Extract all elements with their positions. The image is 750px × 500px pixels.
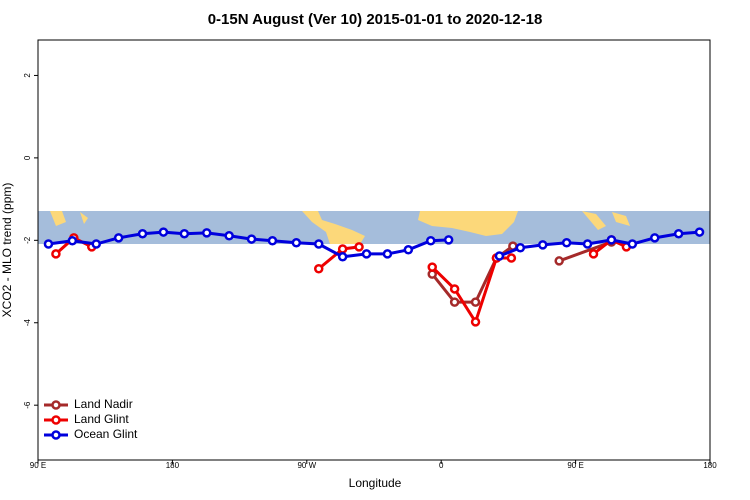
point <box>470 297 481 307</box>
point <box>158 227 169 237</box>
point <box>201 228 212 238</box>
point <box>67 235 78 246</box>
point <box>506 253 517 263</box>
point <box>554 256 564 266</box>
land <box>418 211 518 236</box>
point <box>337 252 348 262</box>
point <box>427 262 437 272</box>
point <box>443 235 454 245</box>
chart-title: 0-15N August (Ver 10) 2015-01-01 to 2020… <box>208 11 543 28</box>
y-tick-label: -6 <box>23 401 32 409</box>
point <box>588 249 599 259</box>
x-tick-label: 180 <box>166 461 180 470</box>
x-tick-label: 90 E <box>567 461 583 470</box>
x-tick-label: 90 W <box>297 461 316 470</box>
point <box>449 284 460 294</box>
legend-marker <box>51 430 61 440</box>
x-tick-label: 0 <box>439 461 444 470</box>
y-axis-label: XCO2 - MLO trend (ppm) <box>0 183 14 318</box>
point <box>179 228 190 239</box>
legend-label: Land Glint <box>74 412 129 426</box>
y-tick-label: 0 <box>23 155 32 160</box>
point <box>494 251 505 261</box>
point <box>137 228 148 239</box>
point <box>337 244 348 254</box>
point <box>515 242 526 253</box>
plot-frame <box>37 39 711 461</box>
land <box>302 211 365 244</box>
point <box>313 264 324 274</box>
point <box>246 234 257 244</box>
point <box>43 239 54 249</box>
point <box>313 239 324 249</box>
x-axis-label: Longitude <box>349 476 402 490</box>
point <box>470 317 481 327</box>
point <box>224 231 234 241</box>
legend-label: Ocean Glint <box>74 427 138 441</box>
series-line <box>498 230 700 258</box>
x-tick-label: 90 E <box>30 461 46 470</box>
legend-marker <box>51 400 61 410</box>
point <box>382 249 393 259</box>
point <box>113 233 124 243</box>
legend-marker <box>51 415 61 425</box>
point <box>582 239 593 249</box>
y-tick-label: 2 <box>23 73 32 78</box>
point <box>537 240 548 250</box>
point <box>354 242 364 252</box>
point <box>425 235 436 246</box>
point <box>267 235 278 246</box>
point <box>649 233 660 243</box>
point <box>561 238 572 248</box>
point <box>673 228 684 239</box>
x-tick-label: 180 <box>703 461 717 470</box>
point <box>91 239 101 249</box>
point <box>51 249 61 259</box>
point <box>694 227 705 237</box>
legend-label: Land Nadir <box>74 397 133 411</box>
land <box>582 211 630 230</box>
point <box>606 235 617 245</box>
point <box>449 297 460 307</box>
point <box>403 245 414 255</box>
land <box>50 211 88 226</box>
map-background <box>38 211 710 244</box>
y-tick-label: -2 <box>23 236 32 244</box>
point <box>627 239 638 249</box>
point <box>291 238 302 248</box>
y-tick-label: -4 <box>23 319 32 327</box>
point <box>361 249 372 259</box>
